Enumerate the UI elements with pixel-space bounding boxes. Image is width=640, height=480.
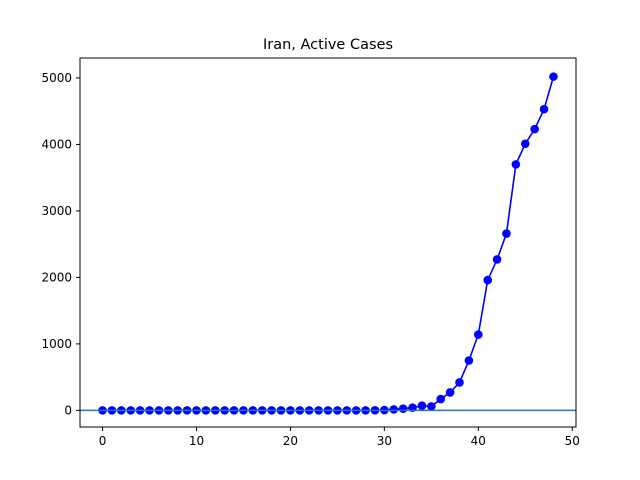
y-tick-label: 2000 <box>41 270 72 284</box>
data-point <box>511 160 521 169</box>
plot-area <box>80 72 576 415</box>
data-point <box>464 356 474 365</box>
data-point <box>539 104 549 114</box>
y-tick-label: 3000 <box>41 204 72 218</box>
chart-title: Iran, Active Cases <box>263 37 393 53</box>
data-point <box>483 275 492 285</box>
series-line <box>102 76 555 412</box>
x-tick-label: 40 <box>471 434 486 448</box>
y-axis: 0 1000 2000 3000 4000 5000 <box>41 71 80 417</box>
data-point <box>530 124 539 134</box>
x-tick-label: 30 <box>377 434 392 448</box>
x-tick-label: 0 <box>99 434 107 448</box>
x-axis: 0 10 20 30 40 50 <box>99 427 580 448</box>
data-point <box>549 72 558 81</box>
x-tick-label: 10 <box>189 434 204 448</box>
data-point <box>455 378 464 387</box>
y-tick-label: 4000 <box>41 137 72 151</box>
data-point <box>445 388 455 397</box>
x-tick-label: 50 <box>565 434 580 448</box>
data-point <box>398 404 408 414</box>
data-point <box>520 139 530 149</box>
data-point <box>389 405 399 414</box>
data-point <box>474 330 483 339</box>
data-point <box>436 394 446 404</box>
data-point <box>492 255 502 264</box>
data-point <box>417 401 427 411</box>
plot-frame <box>79 57 577 428</box>
x-tick-label: 20 <box>283 434 298 448</box>
y-tick-label: 5000 <box>41 71 72 85</box>
data-point <box>427 402 436 411</box>
data-point <box>502 229 511 238</box>
y-tick-label: 0 <box>64 403 72 417</box>
y-tick-label: 1000 <box>41 337 72 351</box>
